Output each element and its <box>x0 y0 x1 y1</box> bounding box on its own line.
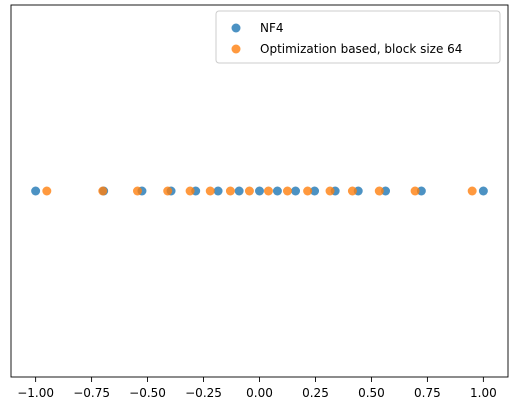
data-point-series-1-1 <box>98 186 108 196</box>
data-point-series-1-0 <box>42 186 52 196</box>
data-point-series-1-15 <box>467 186 477 196</box>
legend-label-optimization: Optimization based, block size 64 <box>260 42 462 56</box>
x-tick-label: −0.50 <box>129 386 166 400</box>
legend-marker-optimization <box>231 44 241 54</box>
x-tick-label: 0.75 <box>414 386 441 400</box>
data-point-series-1-2 <box>132 186 142 196</box>
data-point-series-0-10 <box>310 186 320 196</box>
data-point-series-0-7 <box>255 186 264 196</box>
data-point-series-1-3 <box>163 186 173 196</box>
data-point-series-1-9 <box>282 186 292 196</box>
data-points <box>31 186 488 196</box>
legend-box <box>215 10 501 64</box>
x-axis: −1.00 −0.75 −0.50 −0.25 0.00 0.25 0.50 0.75 1.00 <box>17 377 497 400</box>
data-point-series-1-12 <box>347 186 357 196</box>
x-tick-label: 1.00 <box>470 386 497 400</box>
x-tick-label: −1.00 <box>17 386 54 400</box>
data-point-series-0-8 <box>272 186 282 196</box>
data-point-series-0-13 <box>381 186 391 196</box>
data-point-series-0-6 <box>234 186 244 196</box>
x-tick-label: 0.25 <box>302 386 329 400</box>
data-point-series-1-7 <box>244 186 254 196</box>
legend-label-nf4: NF4 <box>260 21 284 35</box>
data-point-series-0-9 <box>291 186 301 196</box>
data-point-series-0-5 <box>213 186 223 196</box>
x-tick-label: 0.50 <box>358 386 385 400</box>
legend-marker-nf4 <box>231 23 241 33</box>
x-tick-label: −0.25 <box>185 386 222 400</box>
data-point-series-0-14 <box>416 186 426 196</box>
data-point-series-1-4 <box>185 186 195 196</box>
data-point-series-0-15 <box>478 186 488 196</box>
data-point-series-1-14 <box>410 186 420 196</box>
x-tick-label: 0.00 <box>246 386 273 400</box>
data-point-series-1-6 <box>225 186 235 196</box>
data-point-series-0-0 <box>31 186 41 196</box>
data-point-series-1-10 <box>303 186 313 196</box>
data-point-series-1-13 <box>374 186 384 196</box>
data-point-series-1-8 <box>263 186 273 196</box>
data-point-series-1-11 <box>325 186 335 196</box>
legend: NF4 Optimization based, block size 64 <box>215 10 501 64</box>
data-point-series-1-5 <box>205 186 215 196</box>
x-tick-label: −0.75 <box>73 386 110 400</box>
